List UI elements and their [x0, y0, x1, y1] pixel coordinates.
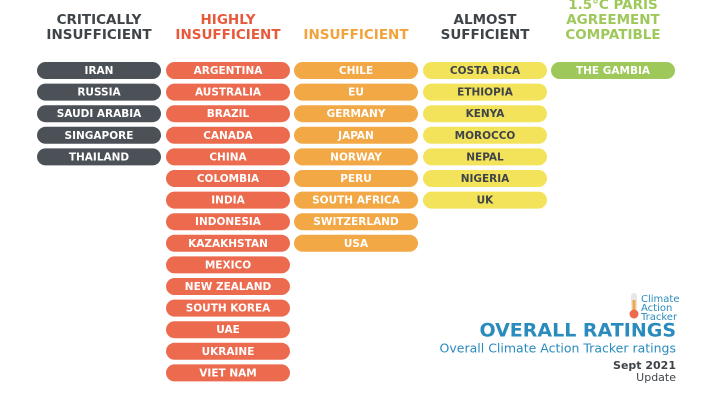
rating-pill	[166, 126, 290, 144]
rating-pill	[166, 213, 290, 231]
rating-pill	[166, 364, 290, 382]
country-label: NEPAL	[466, 151, 504, 163]
country-label: KENYA	[466, 108, 506, 120]
country-label: SOUTH KOREA	[186, 303, 271, 315]
logo-text: Tracker	[640, 312, 678, 323]
column-header: INSUFFICIENT	[46, 27, 152, 43]
rating-pill	[423, 105, 547, 123]
country-label: EU	[348, 87, 364, 99]
column-header: INSUFFICIENT	[175, 27, 281, 43]
country-label: NORWAY	[330, 151, 382, 163]
rating-pill	[294, 213, 418, 231]
country-label: SINGAPORE	[65, 130, 134, 142]
rating-pill	[423, 83, 547, 101]
rating-pill	[294, 62, 418, 79]
country-label: NEW ZEALAND	[185, 281, 272, 293]
column-header: AGREEMENT	[566, 12, 660, 28]
country-label: AUSTRALIA	[195, 87, 262, 99]
country-label: CHILE	[339, 65, 373, 77]
rating-pill	[166, 278, 290, 295]
rating-pill	[423, 62, 547, 79]
rating-pill	[166, 105, 290, 123]
column-header: COMPATIBLE	[565, 27, 660, 43]
country-label: UKRAINE	[202, 346, 255, 358]
update: Update	[636, 371, 676, 384]
country-label: MOROCCO	[455, 130, 516, 142]
column-header: 1.5°C PARIS	[568, 0, 658, 13]
country-label: SWITZERLAND	[313, 216, 399, 228]
column-header: INSUFFICIENT	[303, 27, 409, 43]
rating-pill	[423, 191, 547, 209]
logo-text: Climate	[641, 294, 679, 305]
rating-pill	[166, 148, 290, 166]
country-label: NIGERIA	[461, 173, 510, 185]
rating-pill	[423, 126, 547, 144]
rating-pill	[166, 256, 290, 274]
country-label: ARGENTINA	[194, 65, 264, 77]
country-label: MEXICO	[205, 259, 251, 271]
subtitle: Overall Climate Action Tracker ratings	[440, 341, 676, 356]
rating-pill	[166, 83, 290, 101]
rating-pill	[551, 62, 675, 79]
country-label: UAE	[216, 324, 240, 336]
column-header: SUFFICIENT	[441, 27, 531, 43]
country-label: SOUTH AFRICA	[312, 195, 401, 207]
country-label: BRAZIL	[207, 108, 250, 120]
country-label: VIET NAM	[199, 367, 256, 379]
rating-pill	[166, 342, 290, 360]
logo-icon	[629, 293, 639, 319]
rating-pill	[37, 126, 161, 144]
rating-pill	[166, 170, 290, 187]
rating-pill	[166, 62, 290, 79]
country-label: RUSSIA	[77, 87, 121, 99]
rating-pill	[37, 83, 161, 101]
rating-pill	[423, 170, 547, 187]
rating-pill	[294, 126, 418, 144]
rating-pill	[294, 170, 418, 187]
country-label: CANADA	[203, 130, 253, 142]
column-header: CRITICALLY	[57, 12, 142, 28]
rating-pill	[37, 105, 161, 123]
rating-pill	[37, 148, 161, 166]
rating-pill	[166, 299, 290, 317]
country-label: UK	[477, 195, 495, 207]
rating-pill	[294, 148, 418, 166]
rating-pill	[294, 191, 418, 209]
column-header: HIGHLY	[201, 12, 256, 28]
rating-pill	[423, 148, 547, 166]
rating-pill	[294, 83, 418, 101]
rating-pill	[294, 105, 418, 123]
rating-pill	[294, 234, 418, 252]
rating-pill	[166, 234, 290, 252]
country-label: COSTA RICA	[450, 65, 521, 77]
rating-pill	[166, 321, 290, 339]
country-label: ETHIOPIA	[457, 87, 514, 99]
logo-text: Action	[641, 303, 672, 314]
country-label: SAUDI ARABIA	[57, 108, 142, 120]
country-label: USA	[344, 238, 369, 250]
country-label: THE GAMBIA	[576, 65, 651, 77]
title: OVERALL RATINGS	[479, 320, 676, 342]
country-label: JAPAN	[337, 130, 374, 142]
country-label: INDIA	[211, 195, 245, 207]
country-label: CHINA	[209, 151, 247, 163]
rating-pill	[166, 191, 290, 209]
country-label: IRAN	[85, 65, 114, 77]
country-label: PERU	[340, 173, 371, 185]
country-label: COLOMBIA	[197, 173, 260, 185]
country-label: KAZAKHSTAN	[188, 238, 268, 250]
country-label: INDONESIA	[195, 216, 262, 228]
column-header: ALMOST	[454, 12, 518, 28]
date: Sept 2021	[613, 359, 676, 372]
country-label: THAILAND	[69, 151, 130, 163]
country-label: GERMANY	[327, 108, 386, 120]
rating-pill	[37, 62, 161, 79]
